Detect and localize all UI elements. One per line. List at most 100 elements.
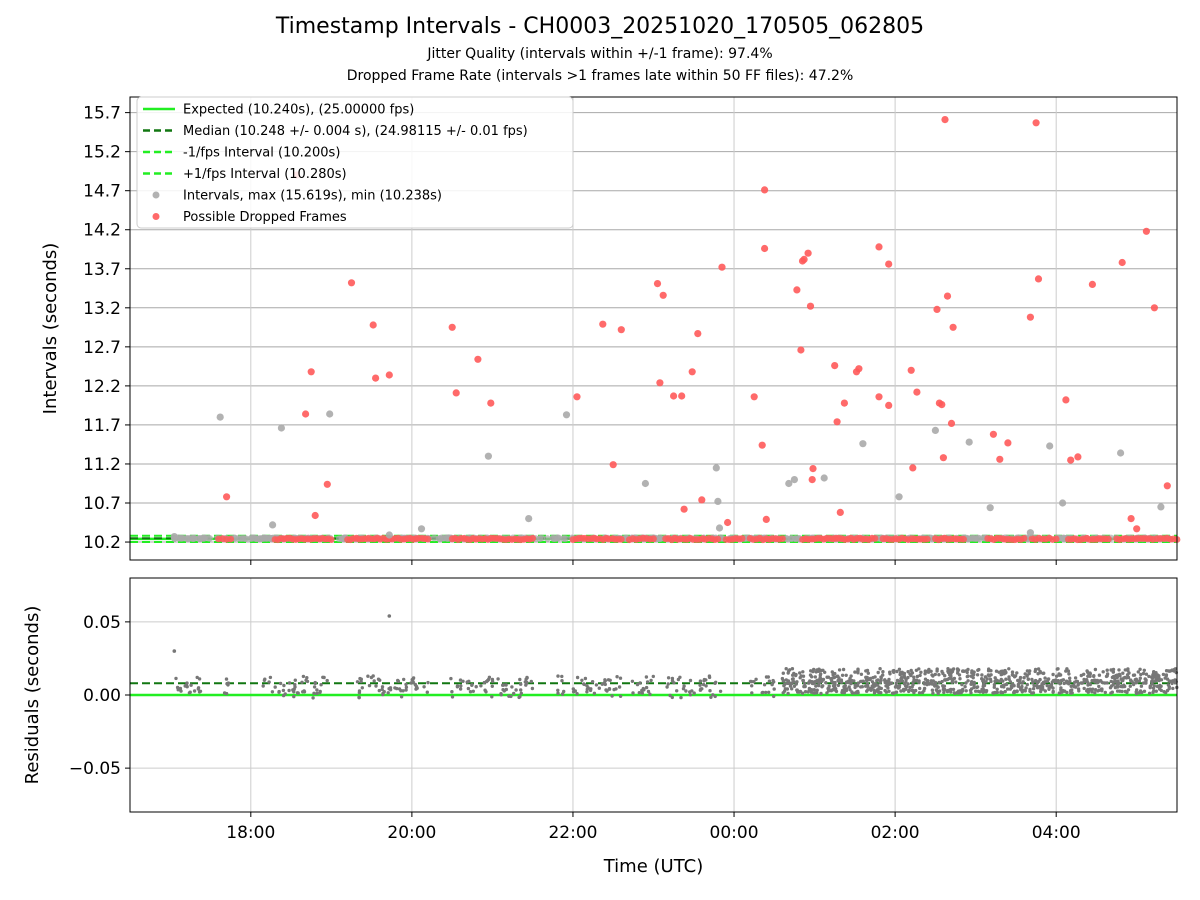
residual-point [1048,685,1052,689]
residual-point [319,683,323,687]
intervals-points [170,116,1181,544]
residual-point [781,678,785,683]
dropped-frame-point [949,323,957,331]
residual-point [1111,675,1116,679]
dropped-frame-point [913,388,921,396]
residual-point [936,685,940,689]
residual-point [635,682,640,687]
residual-point [525,680,529,685]
residual-point [560,674,564,679]
residual-point [1009,684,1014,688]
residual-point [931,691,935,695]
intervals-y-tick-label: 13.7 [83,260,121,280]
residual-point [841,667,846,672]
residual-point [413,683,418,687]
x-tick-label: 18:00 [226,823,275,843]
dropped-frame-point [996,455,1004,463]
dropped-frame-subtitle: Dropped Frame Rate (intervals >1 frames … [346,68,854,84]
residual-point [377,688,381,693]
residual-point [1086,690,1091,694]
residuals-panel: 0.05 0.00 −0.05 18:00 20:00 22:00 00:00 02:00 04… [22,577,1179,877]
residual-point [819,672,823,676]
residual-point [1170,681,1174,686]
residual-point [185,681,189,685]
legend-box [136,96,574,229]
residual-point [366,674,370,678]
residual-point [959,691,963,695]
residual-point [189,683,193,687]
residual-point [792,671,796,676]
intervals-y-tick-label: 14.7 [83,182,121,202]
interval-point [641,479,650,488]
residual-point [638,681,642,685]
residual-point [1004,677,1008,681]
dropped-frame-point [323,480,331,488]
legend-minus-fps-label: -1/fps Interval (10.200s) [183,146,340,161]
residual-point [713,681,717,685]
residual-point [929,679,933,683]
x-tick-label: 02:00 [871,823,920,843]
residual-point [800,691,805,695]
residual-point [849,681,853,686]
residual-point [315,691,319,696]
residual-point [402,677,406,682]
intervals-y-tick-label: 10.2 [83,533,121,553]
residual-point [760,691,764,695]
residual-point [795,688,799,692]
residual-point [278,681,283,686]
residual-point [771,678,775,683]
interval-point [277,424,285,432]
residual-point [604,688,608,692]
residual-point [968,688,973,693]
residual-point [1147,674,1151,679]
residual-point [906,682,910,686]
residual-point [1073,680,1077,684]
residual-point [1041,687,1045,691]
residual-point [507,694,511,698]
residual-point [1099,679,1103,683]
interval-point [1026,529,1034,537]
residual-point [884,690,889,694]
residual-point [226,681,231,685]
residual-point [859,672,864,676]
residual-point [937,689,942,693]
residual-point [933,682,938,686]
residual-point [937,680,941,685]
residual-point [1093,688,1098,692]
residual-point [887,677,891,682]
intervals-y-tick-label: 11.7 [83,416,121,436]
residual-point [313,681,317,686]
residuals-reference-lines [130,682,1177,697]
residual-point [644,675,649,679]
residual-point [646,689,651,694]
residual-point [1030,677,1034,682]
residual-point [964,681,968,685]
interval-point [538,534,545,542]
residual-point [1082,677,1086,682]
residual-point [277,690,281,694]
residual-point [1123,668,1128,672]
interval-point [714,497,722,505]
interval-point [785,479,793,488]
interval-point [931,426,940,434]
residual-point [388,688,393,692]
dropped-frame-point [307,368,315,376]
residual-point [1086,683,1090,687]
residual-point [1017,680,1022,684]
residual-point [994,678,998,682]
legend-dropped-label: Possible Dropped Frames [183,210,347,225]
interval-point [820,474,828,482]
residual-point [788,684,793,688]
residual-point [893,685,898,689]
residual-point [972,682,976,686]
residual-point [1147,691,1152,695]
residual-point [866,688,870,692]
interval-point [560,535,567,542]
residual-point [1056,680,1060,684]
residual-point [1097,684,1101,689]
residual-point [525,676,529,680]
residual-point [292,687,296,691]
dropped-frame-point [385,371,393,379]
residual-point [1036,667,1041,671]
residual-point [919,670,923,674]
